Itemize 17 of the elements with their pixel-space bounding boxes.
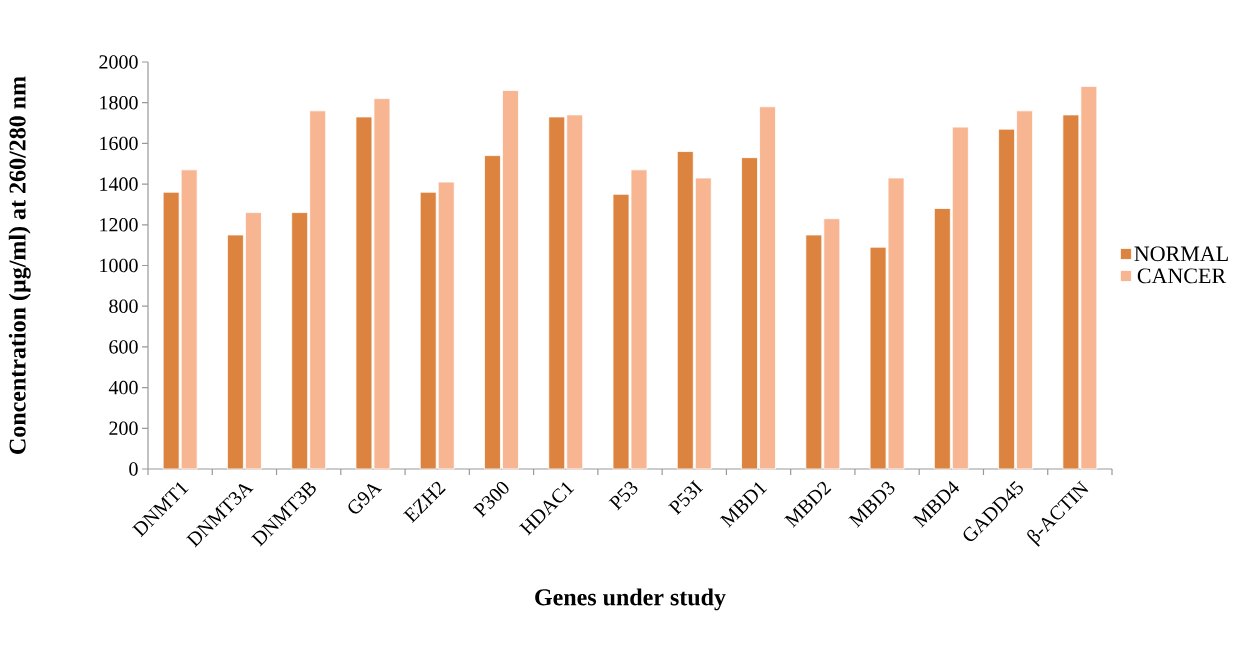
y-tick-label: 1000 [100,258,138,273]
y-tick-label: 1600 [100,136,138,151]
y-tick-label: 1400 [100,177,138,191]
y-tick-label: 1200 [100,218,138,232]
y-tick-label: 0 [129,462,138,476]
y-tick-label: 200 [109,421,138,436]
legend-label: CANCER [1137,268,1227,284]
y-tick-label: 600 [109,340,138,354]
y-tick-label: 1800 [100,95,138,110]
y-tick-label: 400 [108,380,138,395]
y-axis-title: Concentration (µg/ml) at 260/280 nm [8,76,31,454]
y-tick-label: 800 [109,299,138,313]
x-axis-title: Genes under study [535,588,726,611]
legend-label: NORMAL [1134,246,1228,262]
x-tick-label: P53 [608,481,638,511]
y-tick-label: 2000 [99,55,138,69]
x-tick-label: G9A [348,484,383,514]
